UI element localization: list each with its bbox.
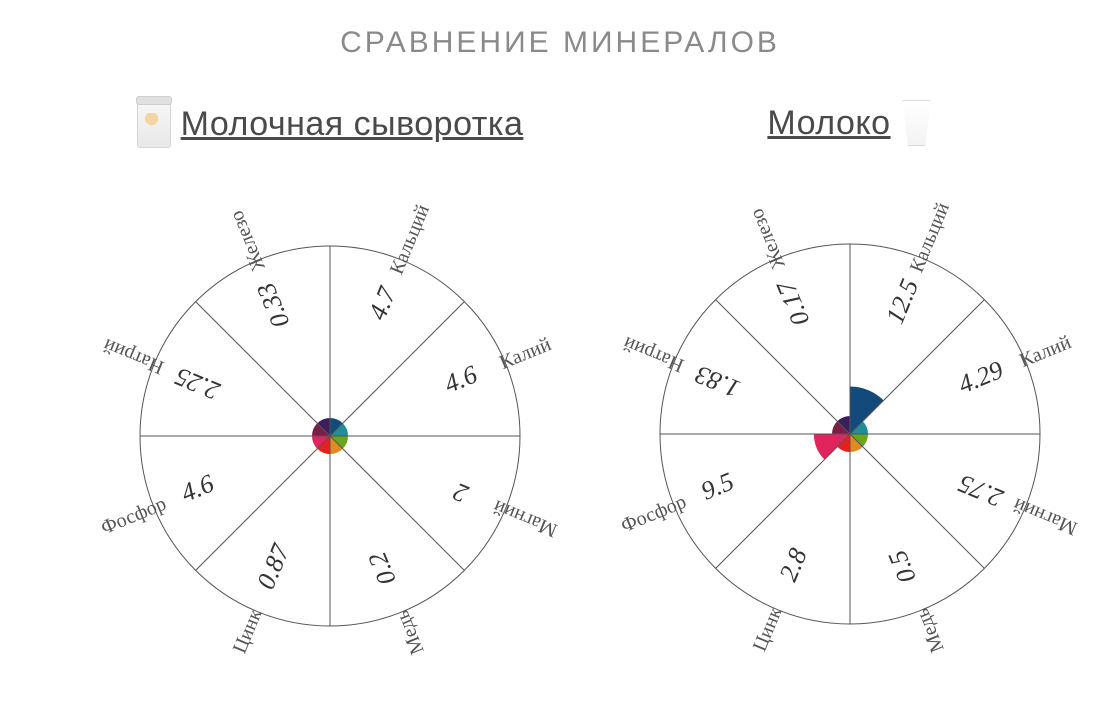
products-row: Молочная сыворотка 4.7 4.6 2 0.2 0.87 4.6 2.25… [0, 60, 1120, 701]
radial-chart-milk: 12.5 4.29 2.75 0.5 2.8 9.5 1.83 0.17 Кальций Кали… [590, 174, 1110, 699]
wedge-calcium [850, 387, 884, 435]
value-magnesium: 2.75 [954, 469, 1007, 513]
label-magnesium: Магний [1010, 493, 1081, 539]
product-heading: Молочная сыворотка [137, 100, 524, 148]
spoke [716, 300, 850, 434]
label-copper: Медь [911, 605, 949, 655]
spoke [850, 300, 984, 434]
label-phosphorus: Фосфор [618, 491, 690, 537]
value-phosphorus: 4.6 [177, 469, 218, 508]
value-copper: 0.5 [883, 546, 922, 587]
value-phosphorus: 9.5 [697, 467, 738, 506]
product-whey: Молочная сыворотка 4.7 4.6 2 0.2 0.87 4.6 2.25… [70, 100, 590, 701]
label-calcium: Кальций [386, 201, 435, 277]
label-magnesium: Магний [490, 495, 561, 541]
product-name-link[interactable]: Молоко [767, 104, 890, 143]
label-iron: Железо [225, 208, 269, 274]
product-name-link[interactable]: Молочная сыворотка [181, 105, 524, 144]
value-calcium: 4.7 [363, 282, 403, 324]
label-potassium: Калий [496, 333, 554, 374]
jar-icon [137, 100, 171, 148]
label-iron: Железо [745, 206, 789, 272]
value-potassium: 4.6 [440, 360, 481, 399]
label-zinc: Цинк [229, 606, 267, 657]
value-iron: 0.33 [251, 279, 295, 332]
value-calcium: 12.5 [880, 275, 924, 328]
label-zinc: Цинк [749, 604, 787, 655]
spoke [716, 434, 850, 568]
product-heading: Молоко [767, 100, 932, 146]
label-phosphorus: Фосфор [98, 493, 170, 539]
radial-chart-whey: 4.7 4.6 2 0.2 0.87 4.6 2.25 0.33 Кальций Калий Маг… [70, 176, 590, 701]
label-sodium: Натрий [620, 332, 687, 377]
spoke [330, 436, 464, 570]
label-sodium: Натрий [100, 334, 167, 379]
page-title: СРАВНЕНИЕ МИНЕРАЛОВ [0, 0, 1120, 60]
label-potassium: Калий [1016, 331, 1074, 372]
value-iron: 0.17 [771, 276, 816, 330]
spoke [196, 436, 330, 570]
value-zinc: 2.8 [774, 544, 813, 585]
product-milk: Молоко 12.5 4.29 2.75 0.5 2.8 9.5 1.83 0.17 Каль… [590, 100, 1110, 699]
value-magnesium: 2 [449, 477, 472, 509]
spoke [196, 302, 330, 436]
value-copper: 0.2 [363, 548, 402, 589]
label-calcium: Кальций [906, 199, 955, 275]
value-sodium: 1.83 [691, 360, 744, 404]
glass-icon [901, 100, 933, 146]
value-sodium: 2.25 [171, 362, 224, 406]
spoke [330, 302, 464, 436]
value-potassium: 4.29 [954, 355, 1007, 399]
label-copper: Медь [391, 607, 429, 657]
spoke [850, 434, 984, 568]
value-zinc: 0.87 [251, 539, 296, 593]
